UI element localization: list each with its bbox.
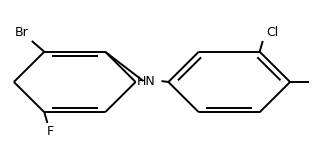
Text: Cl: Cl [266, 26, 278, 39]
Text: Br: Br [15, 26, 29, 39]
Text: F: F [47, 125, 54, 138]
Text: HN: HN [137, 75, 156, 89]
